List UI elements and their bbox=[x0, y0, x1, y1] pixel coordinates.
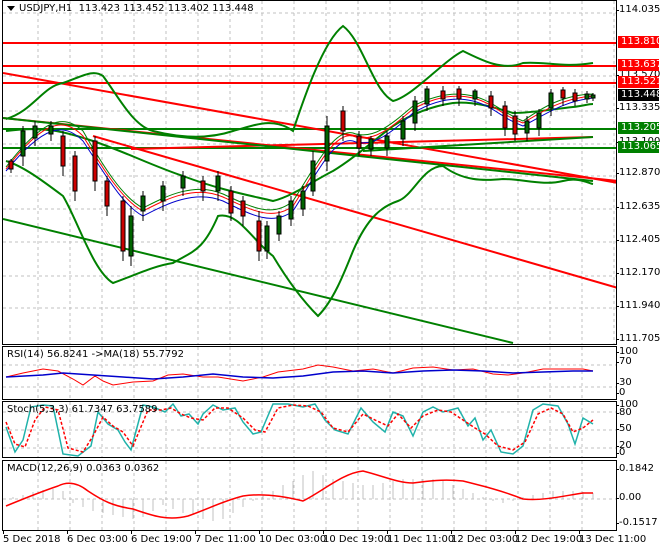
ohlc-values: 113.423 113.452 113.402 113.448 bbox=[78, 3, 254, 14]
rsi-level: 100 bbox=[615, 346, 639, 357]
stoch-level: 50 bbox=[616, 423, 632, 434]
level-tag-support: 113.205 bbox=[618, 122, 660, 134]
stoch-level: 100 bbox=[615, 399, 639, 410]
macd-chart-svg bbox=[3, 461, 616, 530]
price-tick: 112.635 bbox=[615, 201, 660, 212]
macd-level: -0.1517 bbox=[616, 517, 658, 528]
level-tag-support: 113.065 bbox=[618, 141, 660, 153]
time-label: 6 Dec 19:00 bbox=[131, 530, 192, 545]
time-label: 10 Dec 19:00 bbox=[323, 530, 391, 545]
macd-level: 0.1842 bbox=[616, 463, 654, 474]
stoch-axis: 100 80 50 20 0 bbox=[615, 399, 660, 458]
price-axis: 114.035 113.570 113.335 113.100 112.870 … bbox=[615, 0, 660, 345]
price-tick: 113.570 bbox=[615, 69, 660, 80]
time-label: 6 Dec 03:00 bbox=[67, 530, 128, 545]
price-tick: 112.870 bbox=[615, 167, 660, 178]
macd-panel[interactable]: MACD(12,26,9) 0.0363 0.0362 bbox=[2, 460, 617, 531]
level-tag-resistance: 113.521 bbox=[618, 76, 660, 88]
symbol-label: USDJPY,H1 bbox=[19, 3, 73, 14]
time-label: 7 Dec 11:00 bbox=[195, 530, 256, 545]
rsi-title: RSI(14) 56.8241 ->MA(18) 55.7792 bbox=[7, 349, 184, 360]
time-label: 12 Dec 19:00 bbox=[515, 530, 583, 545]
price-chart-svg bbox=[3, 1, 616, 344]
level-tag-resistance: 113.810 bbox=[618, 36, 660, 48]
stoch-title: Stoch(5,3,3) 61.7347 63.7589 bbox=[7, 404, 158, 415]
price-tick: 111.940 bbox=[615, 300, 660, 311]
time-label: 5 Dec 2018 bbox=[3, 530, 61, 545]
price-tick: 113.335 bbox=[615, 102, 660, 113]
candles bbox=[8, 86, 596, 266]
stoch-chart-svg bbox=[3, 402, 616, 457]
stoch-level: 20 bbox=[616, 440, 632, 451]
time-label: 10 Dec 03:00 bbox=[259, 530, 327, 545]
time-axis: 5 Dec 2018 6 Dec 03:00 6 Dec 19:00 7 Dec… bbox=[0, 530, 660, 550]
price-tick: 114.035 bbox=[615, 4, 660, 15]
macd-title: MACD(12,26,9) 0.0363 0.0362 bbox=[7, 463, 160, 474]
price-tick: 112.170 bbox=[615, 267, 660, 278]
time-label: 13 Dec 11:00 bbox=[579, 530, 647, 545]
bollinger-bands bbox=[5, 24, 594, 318]
triangle-down-icon[interactable] bbox=[7, 5, 15, 11]
rsi-level: 0 bbox=[615, 387, 626, 398]
chart-header: USDJPY,H1 113.423 113.452 113.402 113.44… bbox=[7, 3, 254, 14]
rsi-level: 30 bbox=[616, 377, 632, 388]
macd-level: 0.00 bbox=[615, 492, 642, 503]
stoch-panel[interactable]: Stoch(5,3,3) 61.7347 63.7589 bbox=[2, 401, 617, 458]
price-tick: 111.705 bbox=[615, 333, 660, 344]
rsi-chart-svg bbox=[3, 347, 616, 399]
time-label: 12 Dec 03:00 bbox=[451, 530, 519, 545]
current-price-tag: 113.448 bbox=[618, 89, 660, 101]
level-tag-resistance: 113.637 bbox=[618, 59, 660, 71]
price-tick: 112.405 bbox=[615, 234, 660, 245]
rsi-level: 70 bbox=[616, 356, 632, 367]
time-label: 11 Dec 11:00 bbox=[387, 530, 455, 545]
macd-histogram bbox=[12, 471, 594, 521]
stoch-level: 80 bbox=[616, 407, 632, 418]
rsi-axis: 100 70 30 0 bbox=[615, 346, 660, 400]
rsi-panel[interactable]: RSI(14) 56.8241 ->MA(18) 55.7792 bbox=[2, 346, 617, 400]
main-chart-panel[interactable]: USDJPY,H1 113.423 113.452 113.402 113.44… bbox=[2, 0, 617, 345]
stoch-level: 0 bbox=[615, 447, 626, 458]
macd-axis: 0.1842 0.00 -0.1517 bbox=[615, 460, 660, 531]
